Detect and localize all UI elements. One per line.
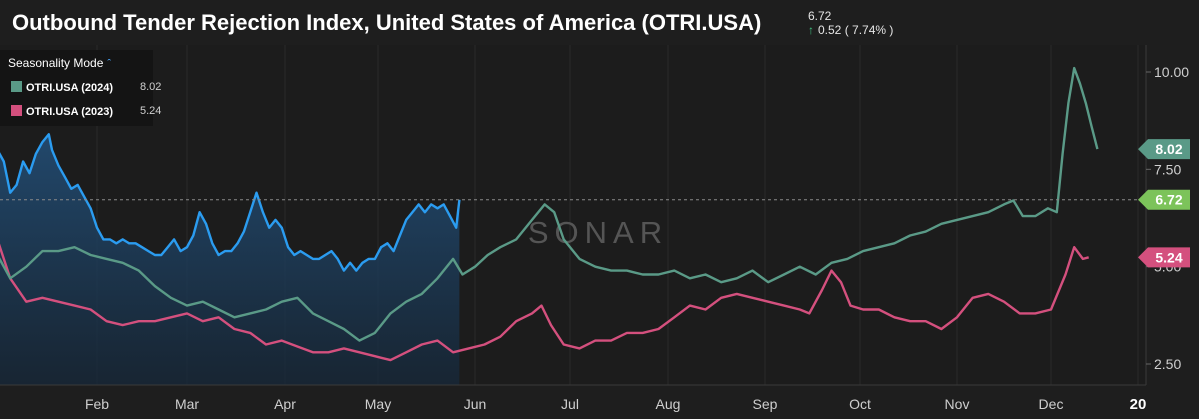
series-layer bbox=[0, 66, 1146, 385]
x-tick-label: 20 bbox=[1130, 396, 1147, 413]
x-tick-label: May bbox=[365, 396, 391, 412]
page-title: Outbound Tender Rejection Index, United … bbox=[12, 10, 762, 35]
price-tag bbox=[1138, 139, 1190, 160]
legend-item-2023[interactable]: OTRI.USA (2023) 5.24 bbox=[11, 105, 161, 118]
legend-panel: Seasonality Mode ˆ OTRI.USA (2024) 8.02 OT… bbox=[0, 50, 161, 126]
x-tick-label: Oct bbox=[849, 396, 871, 412]
price-tag-label: 8.02 bbox=[1155, 141, 1182, 157]
price-tag bbox=[1138, 189, 1190, 210]
chevron-up-icon: ˆ bbox=[107, 58, 112, 70]
current-value: 6.72 bbox=[808, 9, 832, 23]
quote-summary: 6.72 ↑ 0.52 ( 7.74% ) bbox=[808, 9, 893, 37]
x-tick-label: Feb bbox=[85, 396, 109, 412]
legend-item-2024[interactable]: OTRI.USA (2024) 8.02 bbox=[11, 81, 161, 94]
price-tag-label: 6.72 bbox=[1155, 192, 1182, 208]
series-line bbox=[0, 133, 461, 272]
series-line bbox=[0, 243, 1090, 362]
y-tick-label: 7.50 bbox=[1154, 161, 1181, 177]
watermark: SONAR bbox=[528, 215, 668, 250]
x-tick-label: Aug bbox=[656, 396, 681, 412]
price-tag-label: 5.24 bbox=[1155, 249, 1182, 265]
x-tick-label: Nov bbox=[945, 396, 970, 412]
change-value: 0.52 ( 7.74% ) bbox=[818, 23, 894, 37]
price-tag bbox=[1138, 247, 1190, 268]
x-tick-label: Jun bbox=[464, 396, 487, 412]
x-tick-label: Dec bbox=[1039, 396, 1064, 412]
y-tick-label: 2.50 bbox=[1154, 356, 1181, 372]
seasonality-mode-toggle[interactable]: Seasonality Mode ˆ bbox=[8, 56, 111, 70]
legend-swatch-2023 bbox=[11, 105, 22, 116]
seasonality-mode-label: Seasonality Mode bbox=[8, 56, 104, 70]
y-tick-label: 10.00 bbox=[1154, 64, 1189, 80]
price-tag-layer: 8.02 6.72 5.24 bbox=[1138, 139, 1190, 268]
x-tick-label: Apr bbox=[274, 396, 296, 412]
legend-swatch-2024 bbox=[11, 81, 22, 92]
x-tick-label: Sep bbox=[753, 396, 778, 412]
legend-value: 5.24 bbox=[140, 105, 162, 117]
legend-value: 8.02 bbox=[140, 81, 162, 93]
x-tick-label: Mar bbox=[175, 396, 199, 412]
legend-label: OTRI.USA (2023) bbox=[26, 106, 114, 118]
watermark-layer: SONAR bbox=[528, 215, 668, 250]
x-tick-label: Jul bbox=[561, 396, 579, 412]
legend-label: OTRI.USA (2024) bbox=[26, 82, 114, 94]
series-line bbox=[0, 66, 1099, 342]
arrow-up-icon: ↑ bbox=[808, 23, 814, 37]
axis-layer: 2.505.007.5010.00FebMarAprMayJunJulAugSe… bbox=[0, 45, 1189, 413]
